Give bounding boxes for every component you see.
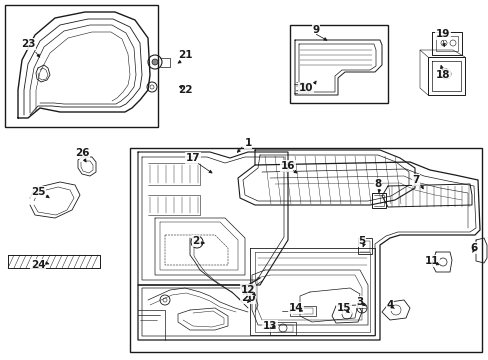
Text: 13: 13 [262,321,277,331]
Text: 19: 19 [435,29,449,39]
Text: 11: 11 [424,256,438,266]
Bar [5,5,158,127]
Text: 22: 22 [177,85,192,95]
Text: 5: 5 [358,236,365,246]
Text: 1: 1 [244,138,251,148]
Text: 6: 6 [469,243,477,253]
Bar [130,148,481,352]
Text: 9: 9 [312,25,319,35]
Text: 4: 4 [386,300,393,310]
Text: 17: 17 [185,153,200,163]
Text: 8: 8 [374,179,381,189]
Text: 3: 3 [356,297,363,307]
Bar [289,25,387,103]
Text: 12: 12 [240,285,255,295]
Text: 21: 21 [177,50,192,60]
Circle shape [195,240,199,244]
Text: 26: 26 [75,148,89,158]
Text: 15: 15 [336,303,350,313]
Text: 14: 14 [288,303,303,313]
Text: 23: 23 [20,39,35,49]
Text: 2: 2 [192,236,199,246]
Text: 16: 16 [280,161,295,171]
Bar [357,238,371,254]
Text: 25: 25 [31,187,45,197]
Text: 18: 18 [435,70,449,80]
Bar [371,193,385,208]
Text: 10: 10 [298,83,313,93]
Text: 7: 7 [411,175,419,185]
Circle shape [152,59,158,65]
Text: 20: 20 [240,293,255,303]
Text: 24: 24 [31,260,45,270]
